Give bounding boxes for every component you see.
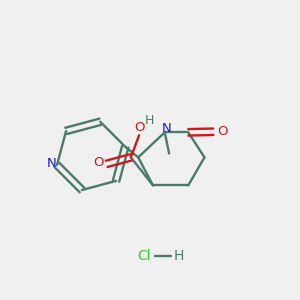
Text: N: N [47,157,57,170]
Text: Cl: Cl [137,249,151,263]
Text: N: N [161,122,171,135]
Text: O: O [93,156,104,169]
Text: O: O [217,125,227,138]
Text: H: H [174,249,184,263]
Text: H: H [145,114,154,127]
Text: O: O [135,121,145,134]
